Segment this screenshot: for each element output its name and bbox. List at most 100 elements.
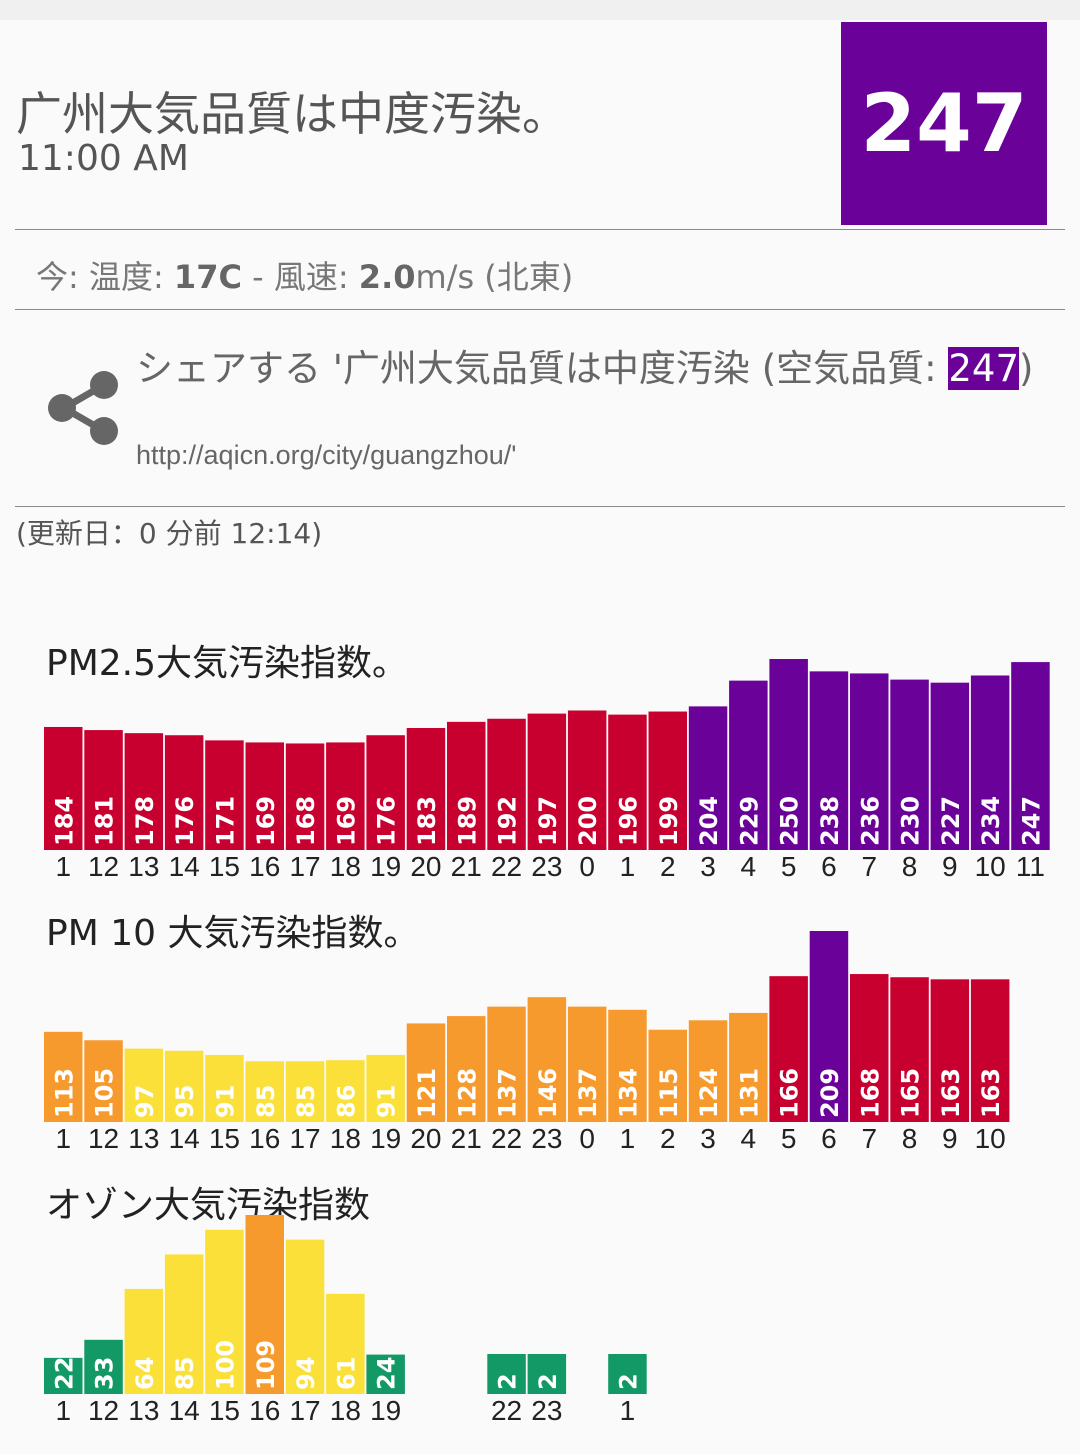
bar[interactable] xyxy=(527,997,567,1122)
bar[interactable] xyxy=(769,976,808,1122)
share-icon[interactable] xyxy=(46,370,120,446)
bar[interactable] xyxy=(245,742,285,850)
bar[interactable] xyxy=(567,1006,607,1122)
bar[interactable] xyxy=(729,680,768,850)
bar[interactable] xyxy=(164,1254,204,1394)
bar-value-label: 61 xyxy=(332,1357,360,1390)
x-tick-label: 7 xyxy=(861,1123,877,1154)
x-tick-label: 21 xyxy=(451,1123,482,1154)
bar-value-label: 169 xyxy=(252,796,280,846)
x-tick-label: 3 xyxy=(700,851,716,882)
bar[interactable] xyxy=(688,706,728,850)
bar[interactable] xyxy=(44,1357,83,1394)
status-strip xyxy=(0,0,1080,20)
bar[interactable] xyxy=(366,735,405,850)
bar-value-label: 105 xyxy=(91,1068,119,1118)
bar[interactable] xyxy=(850,673,889,850)
x-tick-label: 13 xyxy=(128,1123,159,1154)
bar[interactable] xyxy=(406,728,446,850)
share-link[interactable]: シェアする '广州大気品質は中度汚染 (空気品質: 247) xyxy=(136,346,1036,392)
bar[interactable] xyxy=(245,1061,285,1122)
bar[interactable] xyxy=(285,743,325,850)
x-tick-label: 6 xyxy=(821,1123,837,1154)
bar-value-label: 146 xyxy=(534,1068,562,1118)
bar[interactable] xyxy=(809,931,849,1122)
bar-value-label: 168 xyxy=(856,1068,884,1118)
bar[interactable] xyxy=(124,733,164,850)
bar[interactable] xyxy=(487,718,526,850)
bar[interactable] xyxy=(648,711,688,850)
x-tick-label: 18 xyxy=(330,851,361,882)
bar[interactable] xyxy=(688,1020,728,1122)
bar[interactable] xyxy=(487,1354,526,1394)
bar[interactable] xyxy=(729,1012,768,1122)
bar[interactable] xyxy=(285,1239,325,1394)
bar-value-label: 171 xyxy=(211,796,239,846)
bar[interactable] xyxy=(326,1293,365,1394)
bar[interactable] xyxy=(890,977,929,1122)
bar[interactable] xyxy=(648,1029,688,1122)
x-tick-label: 15 xyxy=(209,1123,240,1154)
bar-value-label: 227 xyxy=(937,796,965,846)
page-title: 广州大気品質は中度汚染。 xyxy=(16,87,568,141)
bar-value-label: 250 xyxy=(776,796,804,846)
x-tick-label: 23 xyxy=(531,1395,562,1426)
bar[interactable] xyxy=(567,710,607,851)
bar[interactable] xyxy=(1011,662,1050,850)
bar[interactable] xyxy=(44,726,83,850)
bar[interactable] xyxy=(608,1009,647,1122)
x-tick-label: 14 xyxy=(169,851,200,882)
x-tick-label: 22 xyxy=(491,851,522,882)
bar[interactable] xyxy=(205,1054,244,1122)
bar-value-label: 169 xyxy=(332,796,360,846)
bar[interactable] xyxy=(326,1060,365,1122)
bar[interactable] xyxy=(850,974,889,1122)
bar[interactable] xyxy=(285,1061,325,1122)
bar[interactable] xyxy=(84,730,123,850)
x-tick-label: 5 xyxy=(781,851,797,882)
x-tick-label: 8 xyxy=(902,1123,918,1154)
x-tick-label: 12 xyxy=(88,1395,119,1426)
bar-value-label: 2 xyxy=(614,1373,642,1390)
bar[interactable] xyxy=(930,682,970,850)
bar[interactable] xyxy=(366,1354,405,1394)
bar[interactable] xyxy=(608,1354,647,1394)
wind-speed-value: 2.0 xyxy=(358,258,416,296)
bar[interactable] xyxy=(124,1288,164,1394)
bar[interactable] xyxy=(970,675,1010,850)
bar-value-label: 247 xyxy=(1017,796,1045,846)
bar[interactable] xyxy=(809,671,849,850)
bar[interactable] xyxy=(447,721,486,850)
bar[interactable] xyxy=(245,1215,285,1394)
bar[interactable] xyxy=(84,1040,123,1122)
bar[interactable] xyxy=(970,979,1010,1122)
bar-value-label: 64 xyxy=(131,1357,159,1390)
x-tick-label: 15 xyxy=(209,1395,240,1426)
divider xyxy=(15,506,1065,507)
bar[interactable] xyxy=(527,713,567,850)
bar-value-label: 137 xyxy=(574,1068,602,1118)
bar[interactable] xyxy=(527,1354,567,1394)
bar[interactable] xyxy=(608,714,647,850)
bar[interactable] xyxy=(164,735,204,850)
bar[interactable] xyxy=(769,659,808,850)
bar[interactable] xyxy=(84,1339,123,1394)
bar[interactable] xyxy=(326,742,365,850)
bar-value-label: 196 xyxy=(614,796,642,846)
share-url[interactable]: http://aqicn.org/city/guangzhou/' xyxy=(136,440,517,470)
x-tick-label: 1 xyxy=(55,1395,71,1426)
bar[interactable] xyxy=(406,1023,446,1122)
bar[interactable] xyxy=(44,1031,83,1122)
time-label: 11:00 AM xyxy=(18,138,189,179)
bar[interactable] xyxy=(124,1048,164,1122)
bar[interactable] xyxy=(164,1050,204,1122)
aqi-badge[interactable]: 247 xyxy=(841,22,1047,225)
bar[interactable] xyxy=(205,740,244,850)
bar[interactable] xyxy=(487,1006,526,1122)
bar[interactable] xyxy=(205,1229,244,1394)
bar-value-label: 100 xyxy=(211,1340,239,1390)
bar[interactable] xyxy=(447,1016,486,1122)
bar[interactable] xyxy=(930,979,970,1122)
bar[interactable] xyxy=(366,1054,405,1122)
bar[interactable] xyxy=(890,679,929,850)
